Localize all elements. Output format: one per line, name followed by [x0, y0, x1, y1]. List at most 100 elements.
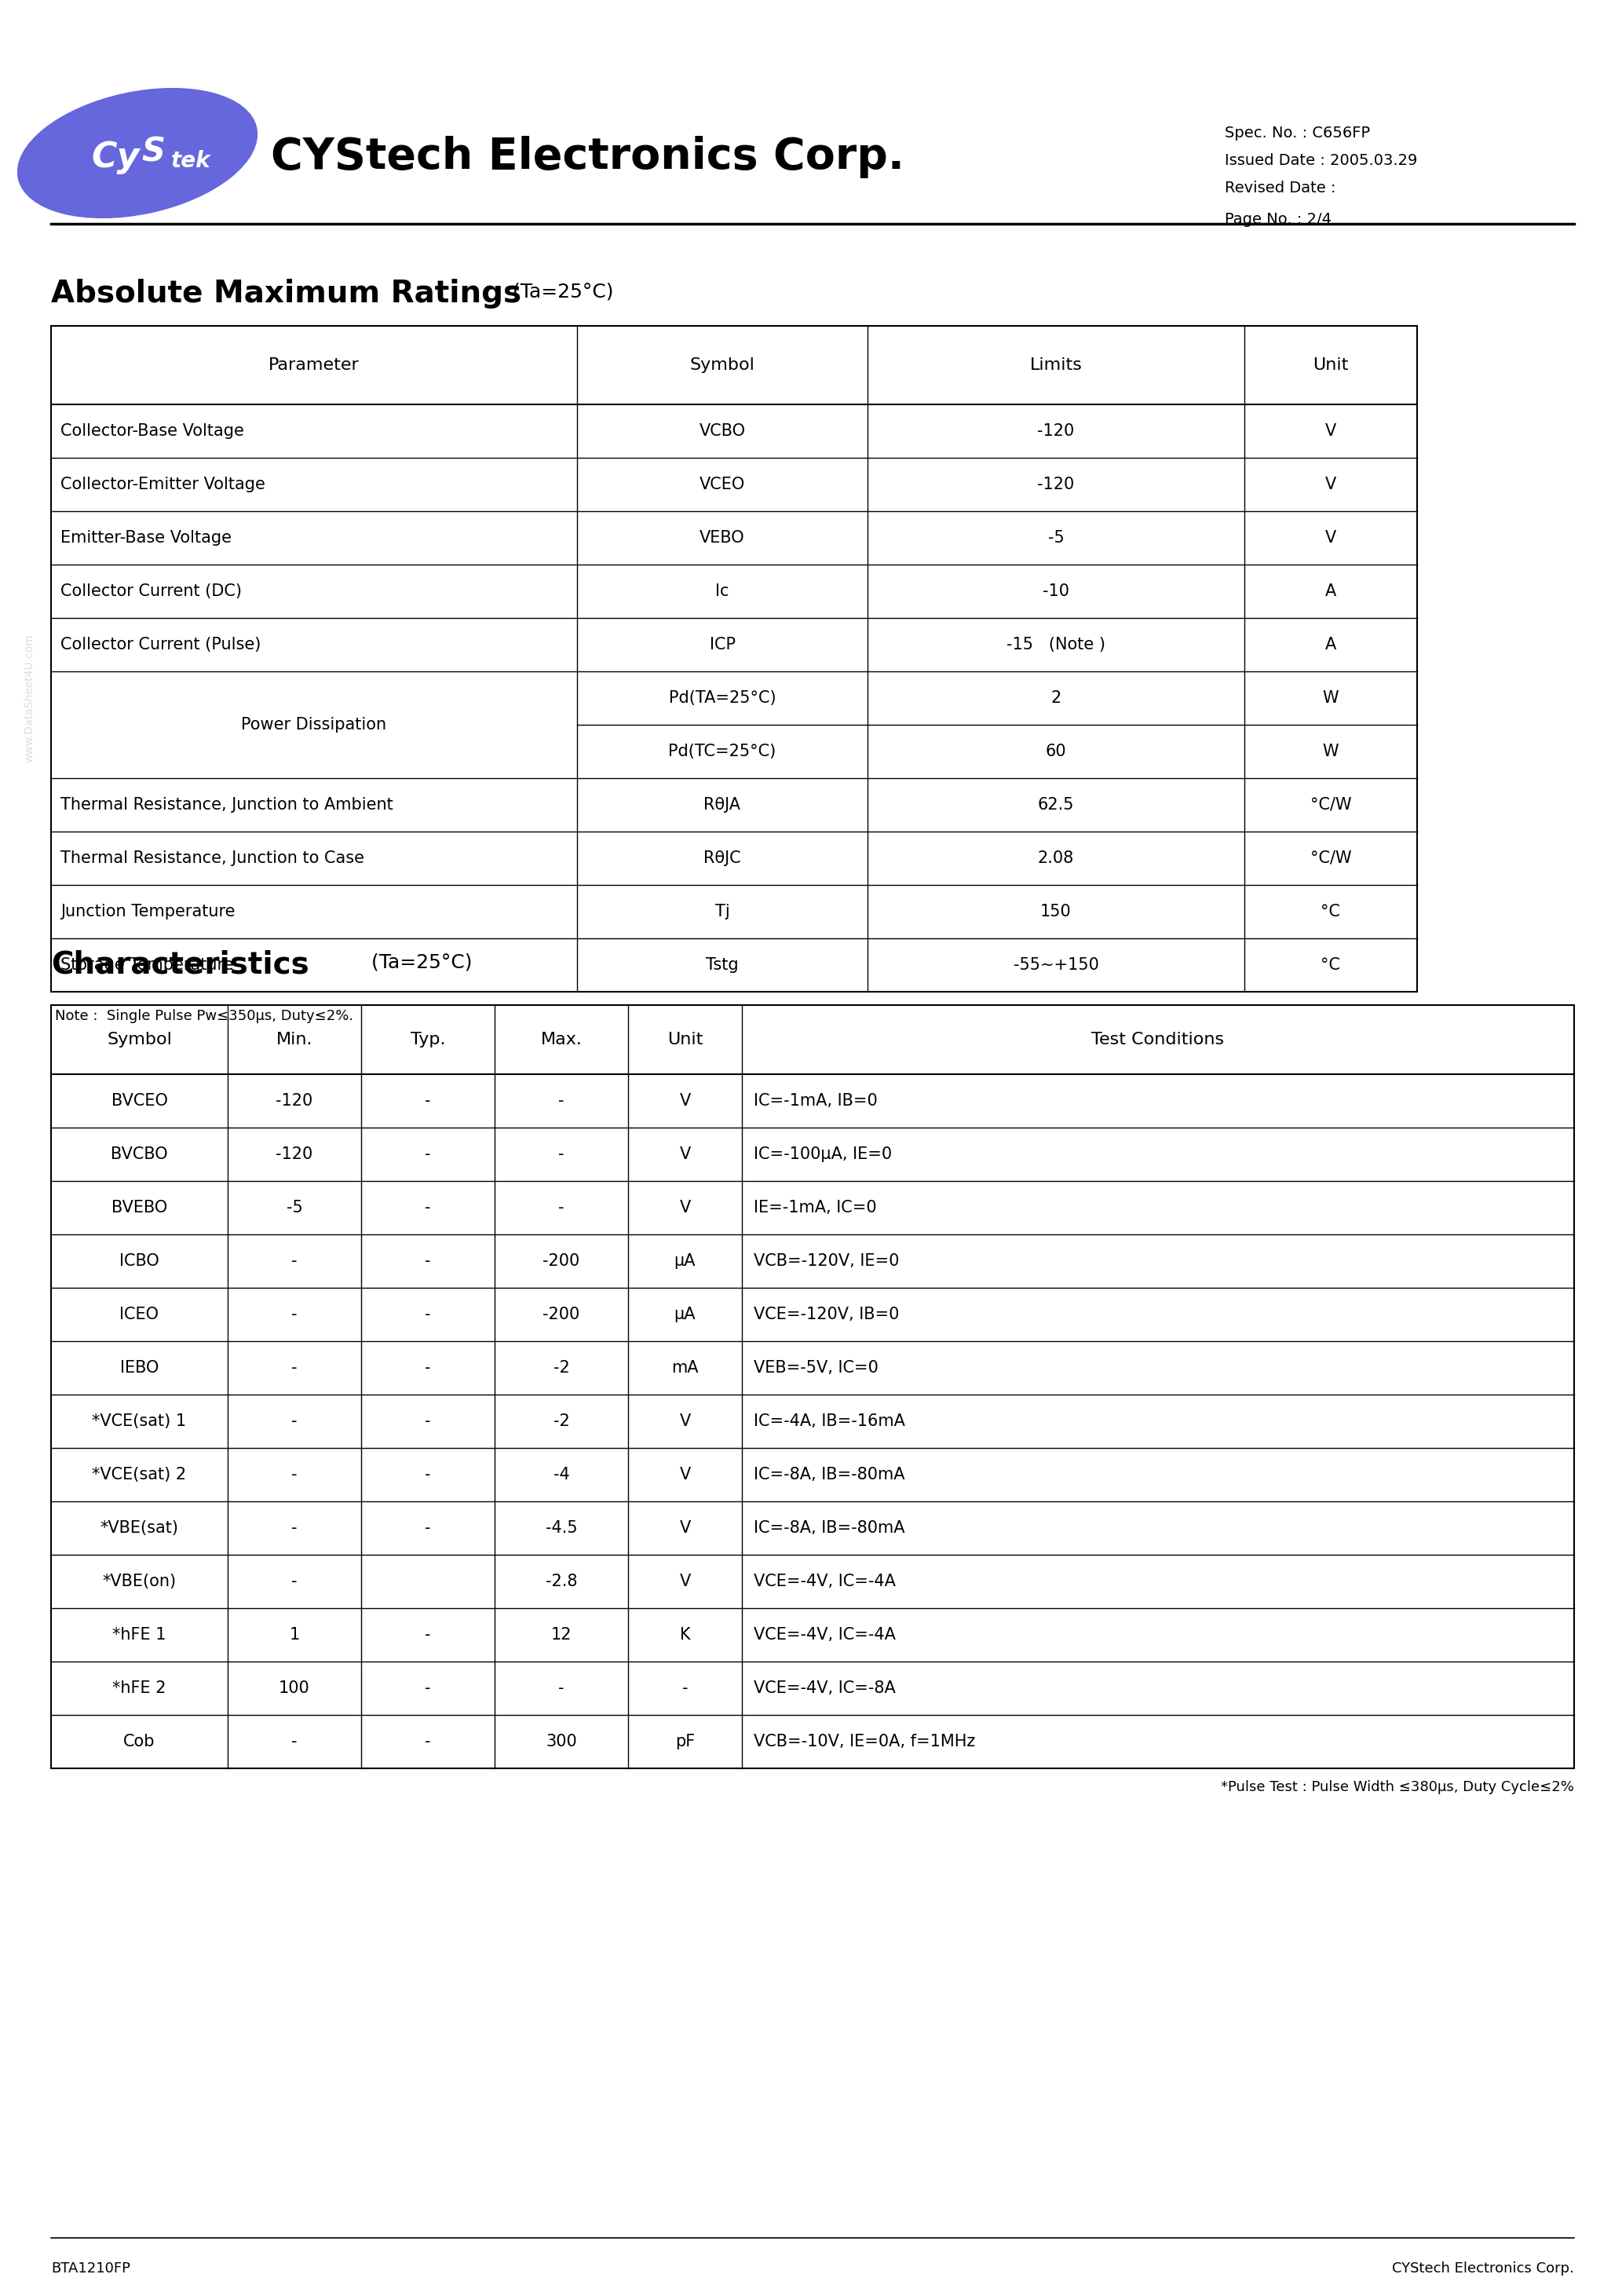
Text: -: - — [425, 1628, 431, 1642]
Text: V: V — [680, 1146, 691, 1162]
Text: Min.: Min. — [276, 1031, 313, 1047]
Text: IC=-1mA, IB=0: IC=-1mA, IB=0 — [754, 1093, 878, 1109]
Text: -120: -120 — [276, 1146, 313, 1162]
Text: Page No. : 2/4: Page No. : 2/4 — [1225, 211, 1332, 227]
Text: *Pulse Test : Pulse Width ≤380μs, Duty Cycle≤2%: *Pulse Test : Pulse Width ≤380μs, Duty C… — [1221, 1779, 1573, 1793]
Text: BTA1210FP: BTA1210FP — [50, 2262, 130, 2275]
Text: W: W — [1322, 744, 1338, 760]
Text: -2.8: -2.8 — [545, 1573, 577, 1589]
Text: ICEO: ICEO — [120, 1306, 159, 1322]
Text: Junction Temperature: Junction Temperature — [60, 905, 235, 918]
Text: IC=-4A, IB=-16mA: IC=-4A, IB=-16mA — [754, 1414, 905, 1428]
Text: V: V — [680, 1467, 691, 1483]
Text: -: - — [292, 1359, 297, 1375]
Text: °C/W: °C/W — [1311, 850, 1351, 866]
Text: -: - — [425, 1254, 431, 1270]
Text: *VBE(on): *VBE(on) — [102, 1573, 177, 1589]
Bar — [50, 326, 1418, 992]
Text: VCEO: VCEO — [699, 478, 744, 491]
Text: Collector Current (Pulse): Collector Current (Pulse) — [60, 636, 261, 652]
Text: μA: μA — [675, 1254, 696, 1270]
Text: V: V — [680, 1201, 691, 1215]
Text: °C/W: °C/W — [1311, 797, 1351, 813]
Text: *hFE 2: *hFE 2 — [112, 1681, 165, 1697]
Text: -: - — [425, 1201, 431, 1215]
Text: ICBO: ICBO — [120, 1254, 159, 1270]
Text: Characteristics: Characteristics — [50, 951, 310, 980]
Text: IC=-8A, IB=-80mA: IC=-8A, IB=-80mA — [754, 1520, 905, 1536]
Text: ICP: ICP — [709, 636, 735, 652]
Text: Test Conditions: Test Conditions — [1092, 1031, 1225, 1047]
Text: Note :  Single Pulse Pw≤350μs, Duty≤2%.: Note : Single Pulse Pw≤350μs, Duty≤2%. — [55, 1008, 354, 1024]
Text: -: - — [681, 1681, 688, 1697]
Text: Collector Current (DC): Collector Current (DC) — [60, 583, 242, 599]
Text: CYStech Electronics Corp.: CYStech Electronics Corp. — [271, 135, 905, 179]
Text: -55~+150: -55~+150 — [1014, 957, 1098, 974]
Text: Collector-Emitter Voltage: Collector-Emitter Voltage — [60, 478, 266, 491]
Text: -: - — [425, 1733, 431, 1750]
Text: VCE=-4V, IC=-4A: VCE=-4V, IC=-4A — [754, 1573, 895, 1589]
Text: °C: °C — [1320, 957, 1340, 974]
Text: -: - — [292, 1573, 297, 1589]
Text: Cy: Cy — [91, 140, 139, 174]
Text: Thermal Resistance, Junction to Ambient: Thermal Resistance, Junction to Ambient — [60, 797, 393, 813]
Text: 2: 2 — [1051, 691, 1061, 705]
Text: -: - — [425, 1359, 431, 1375]
Text: RθJA: RθJA — [704, 797, 741, 813]
Text: 60: 60 — [1046, 744, 1066, 760]
Text: 12: 12 — [551, 1628, 571, 1642]
Text: Tj: Tj — [715, 905, 730, 918]
Text: 2.08: 2.08 — [1038, 850, 1074, 866]
Text: -120: -120 — [276, 1093, 313, 1109]
Text: Thermal Resistance, Junction to Case: Thermal Resistance, Junction to Case — [60, 850, 365, 866]
Text: μA: μA — [675, 1306, 696, 1322]
Text: -: - — [292, 1414, 297, 1428]
Text: IC=-8A, IB=-80mA: IC=-8A, IB=-80mA — [754, 1467, 905, 1483]
Text: Unit: Unit — [1312, 358, 1348, 372]
Text: Pd(TA=25°C): Pd(TA=25°C) — [668, 691, 775, 705]
Text: Symbol: Symbol — [689, 358, 754, 372]
Text: Tstg: Tstg — [706, 957, 738, 974]
Text: Pd(TC=25°C): Pd(TC=25°C) — [668, 744, 777, 760]
Text: VCE=-120V, IB=0: VCE=-120V, IB=0 — [754, 1306, 899, 1322]
Text: *VCE(sat) 1: *VCE(sat) 1 — [92, 1414, 187, 1428]
Text: A: A — [1325, 583, 1337, 599]
Text: -: - — [558, 1681, 564, 1697]
Text: -5: -5 — [1048, 530, 1064, 546]
Text: -2: -2 — [553, 1414, 569, 1428]
Text: IE=-1mA, IC=0: IE=-1mA, IC=0 — [754, 1201, 876, 1215]
Text: V: V — [1325, 478, 1337, 491]
Text: V: V — [680, 1520, 691, 1536]
Text: Collector-Base Voltage: Collector-Base Voltage — [60, 422, 243, 439]
Text: VEBO: VEBO — [699, 530, 744, 546]
Text: Revised Date :: Revised Date : — [1225, 181, 1337, 195]
Text: -2: -2 — [553, 1359, 569, 1375]
Text: mA: mA — [672, 1359, 699, 1375]
Text: -: - — [558, 1146, 564, 1162]
Text: 62.5: 62.5 — [1038, 797, 1074, 813]
Text: 100: 100 — [279, 1681, 310, 1697]
Text: www.DataSheet4U.com: www.DataSheet4U.com — [24, 634, 34, 762]
Text: VCB=-10V, IE=0A, f=1MHz: VCB=-10V, IE=0A, f=1MHz — [754, 1733, 975, 1750]
Text: *VBE(sat): *VBE(sat) — [101, 1520, 178, 1536]
Text: *hFE 1: *hFE 1 — [112, 1628, 165, 1642]
Text: BVCEO: BVCEO — [112, 1093, 167, 1109]
Text: -: - — [292, 1254, 297, 1270]
Text: V: V — [1325, 422, 1337, 439]
Text: -: - — [292, 1467, 297, 1483]
Text: S: S — [141, 135, 165, 168]
Ellipse shape — [18, 90, 258, 218]
Text: Ic: Ic — [715, 583, 730, 599]
Bar — [50, 1006, 1573, 1768]
Text: Issued Date : 2005.03.29: Issued Date : 2005.03.29 — [1225, 154, 1418, 168]
Text: W: W — [1322, 691, 1338, 705]
Text: -200: -200 — [543, 1306, 581, 1322]
Text: -200: -200 — [543, 1254, 581, 1270]
Text: (Ta=25°C): (Ta=25°C) — [506, 282, 613, 301]
Text: BVEBO: BVEBO — [112, 1201, 167, 1215]
Text: -4.5: -4.5 — [545, 1520, 577, 1536]
Text: Limits: Limits — [1030, 358, 1082, 372]
Text: Symbol: Symbol — [107, 1031, 172, 1047]
Text: -: - — [292, 1733, 297, 1750]
Text: pF: pF — [675, 1733, 694, 1750]
